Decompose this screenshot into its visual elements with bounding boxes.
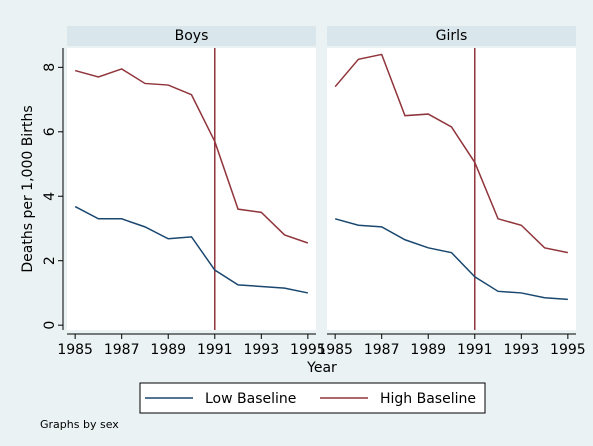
x-axis-label: Year: [306, 360, 337, 376]
y-tick-label: 4: [42, 192, 58, 201]
series-line: [74, 205, 309, 294]
panel-title: Boys: [175, 28, 209, 44]
strip: [327, 26, 576, 46]
x-tick-label: 1985: [317, 342, 353, 358]
x-tick-label: 1993: [243, 342, 279, 358]
x-tick-label: 1987: [364, 342, 400, 358]
strip: [67, 26, 316, 46]
y-tick-label: 6: [42, 127, 58, 136]
note: Graphs by sex: [40, 418, 119, 431]
x-tick-label: 1987: [104, 342, 140, 358]
series-line: [74, 68, 309, 244]
x-tick-label: 1985: [57, 342, 93, 358]
legend-label: Low Baseline: [205, 391, 296, 407]
series-line: [334, 53, 569, 254]
legend: [139, 382, 486, 414]
x-tick-label: 1995: [290, 342, 326, 358]
x-tick-label: 1989: [150, 342, 186, 358]
x-tick-label: 1993: [503, 342, 539, 358]
x-tick-label: 1989: [410, 342, 446, 358]
series-line: [334, 218, 568, 301]
y-axis-label: Deaths per 1,000 Births: [20, 105, 36, 272]
x-tick-label: 1991: [197, 342, 233, 358]
legend-label: High Baseline: [380, 391, 476, 407]
y-tick-label: 2: [42, 256, 58, 265]
plot-area: [327, 48, 576, 330]
x-tick-label: 1991: [457, 342, 493, 358]
y-tick-label: 8: [42, 63, 58, 72]
panel-title: Girls: [436, 28, 468, 44]
x-tick-label: 1995: [550, 342, 586, 358]
y-tick-label: 0: [42, 321, 58, 330]
